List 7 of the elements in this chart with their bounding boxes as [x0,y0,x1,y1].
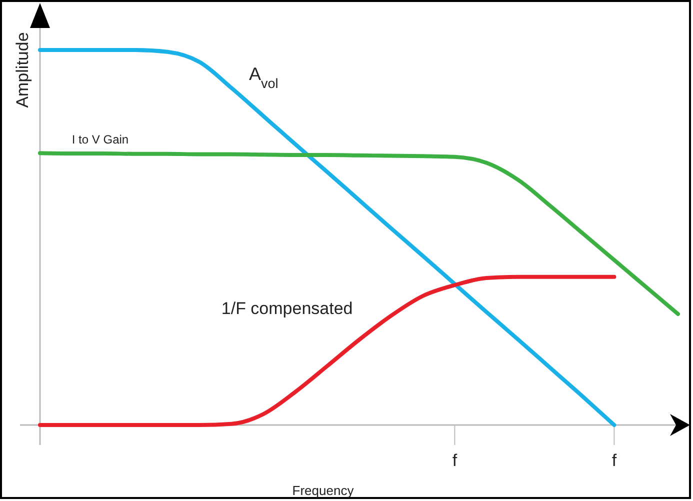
series-label: 1/F compensated [221,298,353,318]
y-axis-title: Amplitude [13,32,32,108]
x-tick-label: f [612,451,617,470]
x-axis-title: Frequency [292,483,354,498]
series-label: A$_{vol}$ [248,64,278,90]
series-label: I to V Gain [72,132,129,146]
x-tick-label: f [452,451,458,470]
